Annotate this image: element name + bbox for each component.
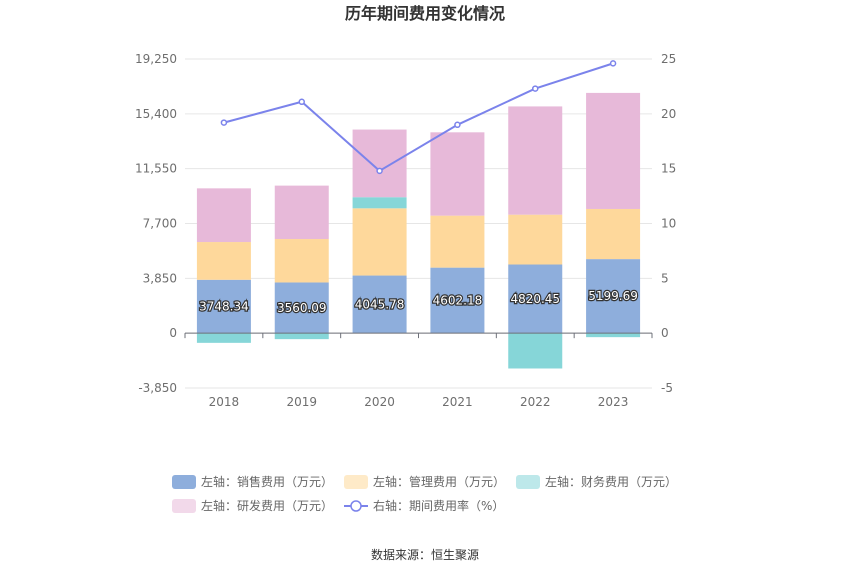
right-axis-tick: 5 <box>661 271 669 285</box>
right-axis-tick: 25 <box>661 52 676 66</box>
bar-segment <box>196 279 251 334</box>
right-axis-tick: 15 <box>661 162 676 176</box>
bar-segment <box>352 275 407 334</box>
right-axis-tick: 20 <box>661 107 676 121</box>
x-axis-tick: 2022 <box>520 395 551 409</box>
line-point <box>609 60 617 67</box>
grid <box>185 58 652 389</box>
legend-label: 左轴：管理费用（万元） <box>373 474 505 489</box>
bar-value-label: 3560.09 <box>277 301 327 315</box>
bar-segment <box>586 333 641 338</box>
legend-item[interactable]: 左轴：销售费用（万元） <box>172 474 333 489</box>
left-axis-tick: 11,550 <box>135 162 177 176</box>
bar-segment <box>274 185 329 240</box>
bars <box>196 92 641 369</box>
line-series <box>220 60 617 175</box>
bar-segment <box>586 259 641 334</box>
bar-segment <box>196 333 251 343</box>
bar-segment <box>430 267 485 334</box>
line-point <box>532 85 539 92</box>
bar-segment <box>274 333 329 340</box>
bar-value-label: 3748.34 <box>199 299 249 313</box>
expense-rate-line <box>223 62 614 173</box>
left-axis-tick: 19,250 <box>135 52 177 66</box>
bar-segment <box>196 188 251 243</box>
bar-segment <box>352 197 407 209</box>
left-axis-tick: 7,700 <box>143 217 177 231</box>
bar-segment <box>586 208 641 260</box>
data-labels: 3748.34 3560.09 4045.78 4602.18 4820.45 5199.… <box>198 288 639 316</box>
left-axis-tick: -3,850 <box>138 381 177 395</box>
legend-swatch-icon <box>172 475 196 489</box>
bar-value-label: 4602.18 <box>433 293 483 307</box>
bar-value-label: 5199.69 <box>588 289 638 303</box>
legend-swatch-icon <box>344 475 368 489</box>
line-point <box>376 167 383 175</box>
bar-value-label: 4045.78 <box>355 297 405 311</box>
bar-segment <box>508 106 563 215</box>
legend-label: 左轴：研发费用（万元） <box>201 498 333 513</box>
legend-marker-icon <box>350 500 362 512</box>
bar-segment <box>508 264 563 334</box>
legend[interactable]: 左轴：销售费用（万元） 左轴：管理费用（万元） 左轴：财务费用（万元） 左轴：研发费用… <box>172 474 677 513</box>
legend-item[interactable]: 左轴：财务费用（万元） <box>516 474 677 489</box>
left-axis-tick: 0 <box>169 326 177 340</box>
bar-segment <box>508 214 563 265</box>
right-axis-tick: -5 <box>661 381 673 395</box>
bar-segment <box>352 129 407 198</box>
right-axis-tick: 10 <box>661 217 676 231</box>
x-axis-tick: 2021 <box>442 395 473 409</box>
legend-label: 右轴：期间费用率（%） <box>373 498 504 513</box>
left-axis-tick: 3,850 <box>143 271 177 285</box>
chart-title: 历年期间费用变化情况 <box>345 4 505 23</box>
bar-segment <box>586 92 641 209</box>
bar-value-label: 4820.45 <box>510 292 560 306</box>
legend-label: 左轴：财务费用（万元） <box>545 474 677 489</box>
bar-segment <box>430 215 485 268</box>
bar-segment <box>430 132 485 216</box>
line-point <box>220 119 228 126</box>
legend-item[interactable]: 右轴：期间费用率（%） <box>344 498 504 513</box>
x-axis-tick: 2023 <box>598 395 629 409</box>
bar-segment <box>274 239 329 283</box>
x-axis-tick: 2020 <box>364 395 395 409</box>
line-point <box>454 121 461 129</box>
left-axis-tick: 15,400 <box>135 107 177 121</box>
legend-item[interactable]: 左轴：研发费用（万元） <box>172 498 333 513</box>
legend-item[interactable]: 左轴：管理费用（万元） <box>344 474 505 489</box>
legend-swatch-icon <box>516 475 540 489</box>
axes: -3,85003,8507,70011,55015,40019,250-5051… <box>135 52 676 409</box>
x-axis-tick: 2019 <box>286 395 317 409</box>
line-point <box>298 98 305 106</box>
bar-segment <box>274 282 329 334</box>
right-axis-tick: 0 <box>661 326 669 340</box>
bar-segment <box>196 242 251 280</box>
legend-swatch-icon <box>172 499 196 513</box>
bar-segment <box>352 208 407 276</box>
legend-label: 左轴：销售费用（万元） <box>201 474 333 489</box>
bar-segment <box>508 333 563 369</box>
x-axis-tick: 2018 <box>209 395 240 409</box>
source-note: 数据来源：恒生聚源 <box>371 547 479 562</box>
